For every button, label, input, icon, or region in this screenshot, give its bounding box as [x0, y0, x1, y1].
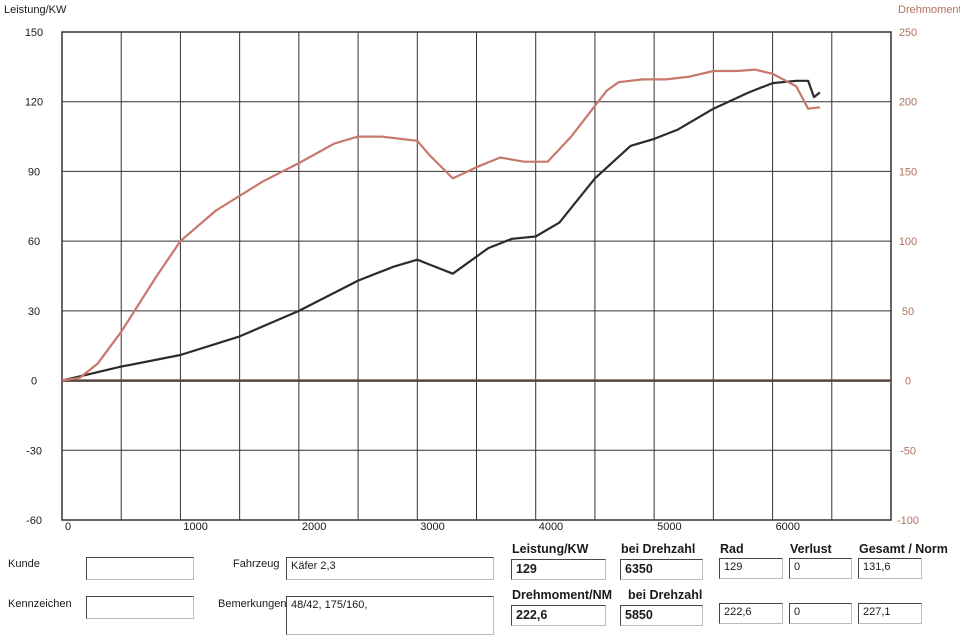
right-tick-label: 100: [899, 236, 917, 248]
verlust-header: Verlust: [790, 542, 832, 556]
x-tick-label: 6000: [776, 521, 800, 533]
leistung-rpm: 6350: [620, 559, 703, 580]
gesamt-drehmoment-value: 227,1: [858, 603, 922, 624]
right-tick-label: -100: [897, 515, 919, 527]
leistung-value: 129: [511, 559, 606, 580]
drehmoment-rpm: 5850: [620, 605, 703, 626]
x-tick-label: 2000: [302, 521, 326, 533]
right-tick-label: 250: [899, 27, 917, 39]
left-tick-label: -30: [26, 445, 42, 457]
x-tick-label: 3000: [420, 521, 444, 533]
bei-drehzahl-header-2: bei Drehzahl: [628, 588, 703, 602]
verlust-leistung-value: 0: [789, 558, 852, 579]
x-axis-ticks: 0 1000 2000 3000 4000 5000 6000: [65, 521, 800, 533]
left-tick-label: 30: [28, 306, 40, 318]
x-tick-label: 4000: [539, 521, 563, 533]
kennzeichen-field[interactable]: [86, 596, 194, 619]
rad-leistung-value: 129: [719, 558, 783, 579]
gesamt-header: Gesamt / Norm: [859, 542, 948, 556]
right-tick-label: 0: [905, 376, 911, 388]
leistung-header: Leistung/KW: [512, 542, 589, 556]
kennzeichen-label: Kennzeichen: [8, 598, 72, 610]
torque-line: [61, 68, 821, 382]
right-tick-label: -50: [900, 445, 916, 457]
verlust-drehmoment-value: 0: [789, 603, 852, 624]
right-axis-ticks: 250 200 150 100 50 0 -50 -100: [897, 27, 919, 527]
kunde-field[interactable]: [86, 557, 194, 580]
bemerkungen-label: Bemerkungen: [218, 598, 287, 610]
fahrzeug-field[interactable]: Käfer 2,3: [286, 557, 494, 580]
left-tick-label: 120: [25, 97, 43, 109]
right-tick-label: 200: [899, 97, 917, 109]
drehmoment-header: Drehmoment/NM: [512, 588, 613, 602]
power-line: [61, 79, 821, 382]
bei-drehzahl-header-1: bei Drehzahl: [621, 542, 696, 556]
series-lines: [61, 68, 821, 382]
right-tick-label: 150: [899, 166, 917, 178]
left-tick-label: 150: [25, 27, 43, 39]
left-tick-label: 0: [31, 376, 37, 388]
left-tick-label: 60: [28, 236, 40, 248]
kunde-label: Kunde: [8, 558, 40, 570]
x-tick-label: 1000: [183, 521, 207, 533]
left-axis-label: Leistung/KW: [4, 4, 67, 16]
bemerkungen-field[interactable]: 48/42, 175/160,: [286, 596, 494, 635]
left-tick-label: 90: [28, 166, 40, 178]
x-tick-label: 0: [65, 521, 71, 533]
drehmoment-value: 222,6: [511, 605, 606, 626]
rad-header: Rad: [720, 542, 744, 556]
fahrzeug-label: Fahrzeug: [233, 558, 280, 570]
right-axis-label: Drehmoment/: [898, 4, 960, 16]
x-tick-label: 5000: [657, 521, 681, 533]
left-axis-ticks: 150 120 90 60 30 0 -30 -60: [25, 27, 43, 527]
gesamt-leistung-value: 131,6: [858, 558, 922, 579]
dyno-chart: 150 120 90 60 30 0 -30 -60 250 200 150 100 50 0 -50 -1…: [4, 4, 960, 533]
left-tick-label: -60: [26, 515, 42, 527]
rad-drehmoment-value: 222,6: [719, 603, 783, 624]
right-tick-label: 50: [902, 306, 914, 318]
